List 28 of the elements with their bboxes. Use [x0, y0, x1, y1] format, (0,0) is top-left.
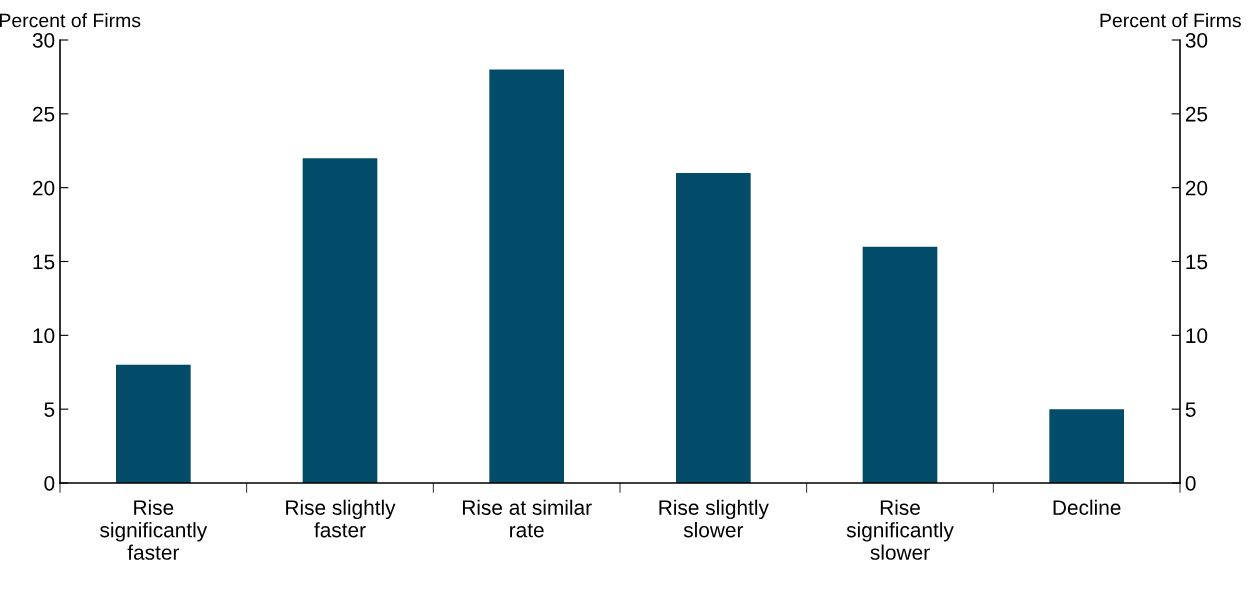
- bar: [1049, 409, 1124, 483]
- y-axis-title: Percent of Firms: [0, 13, 141, 28]
- bar: [489, 69, 564, 483]
- y-tick-label: 30: [32, 33, 55, 48]
- y-tick-label: 10: [33, 328, 55, 344]
- y2-tick-label: 15: [1186, 254, 1208, 270]
- y2-tick-label: 20: [1185, 180, 1208, 196]
- bar: [302, 158, 378, 483]
- x-tick-label: Decline: [1053, 499, 1121, 515]
- x-tick-label: Rise at similar rate: [462, 499, 592, 538]
- y2-tick-label: 30: [1185, 33, 1208, 48]
- y-tick-label: 15: [33, 254, 55, 270]
- y2-tick-label: 25: [1185, 106, 1208, 122]
- x-tick-label: Rise slightly slower: [659, 499, 769, 538]
- x-tick-label: Rise slightly faster: [286, 499, 396, 538]
- bar: [676, 172, 751, 483]
- x-tick-label: Rise significantly faster: [100, 499, 208, 560]
- y-tick-label: 5: [44, 402, 55, 417]
- y2-tick-label: 0: [1185, 476, 1196, 491]
- y-tick-label: 0: [44, 476, 55, 491]
- y2-tick-label: 10: [1186, 328, 1208, 344]
- bar: [116, 364, 191, 483]
- y-tick-label: 20: [33, 180, 55, 196]
- y-tick-label: 25: [33, 106, 55, 122]
- x-tick-label: Rise significantly slower: [846, 499, 954, 560]
- y2-tick-label: 5: [1185, 402, 1196, 417]
- y2-axis-title: Percent of Firms: [1100, 13, 1241, 28]
- bar: [862, 246, 938, 483]
